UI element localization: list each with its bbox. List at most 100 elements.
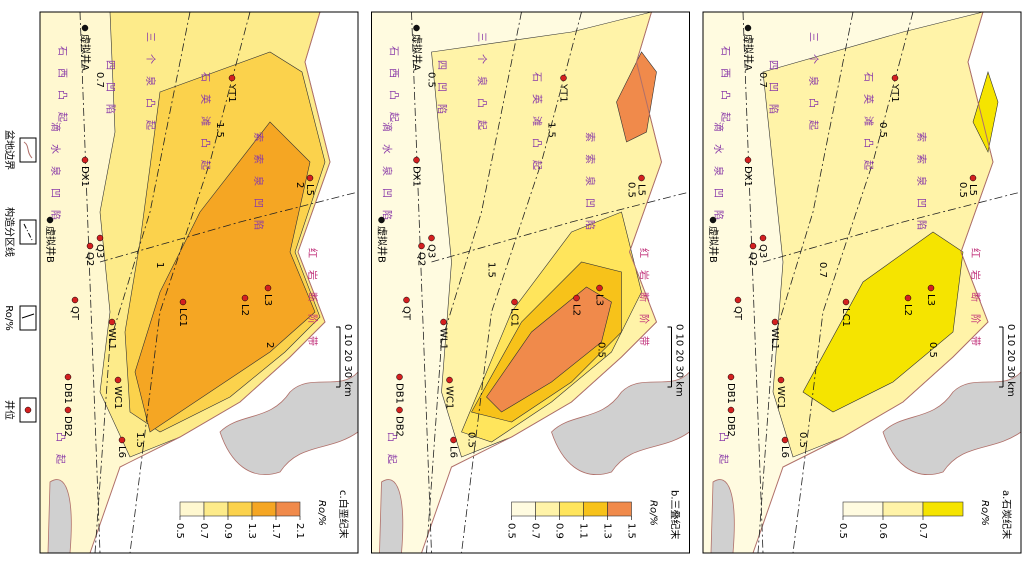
well-label: Q2: [416, 252, 427, 266]
region-label: 索索泉凹陷: [915, 132, 928, 242]
well-label: YT1: [889, 83, 900, 103]
region-label: 三个泉凸起: [807, 32, 820, 142]
scale-bar: [667, 326, 672, 388]
region-label: 石西凸起: [719, 46, 731, 134]
panel-caption: b.三叠纪末: [669, 490, 682, 540]
well-label: WL1: [769, 328, 780, 350]
region-label: 石英滩凸起: [199, 72, 212, 182]
well: [64, 373, 72, 381]
well-label: Q3: [757, 244, 768, 258]
well-label: 虚拟井B: [44, 226, 57, 263]
well: [264, 284, 272, 292]
well: [927, 284, 935, 292]
region-label: 红岩断阶带: [969, 248, 982, 358]
fault-line: [426, 11, 522, 554]
well-label: 虚拟井B: [376, 226, 389, 263]
well-label: L2: [239, 304, 250, 316]
legend-tick-label: 0.9: [554, 523, 565, 539]
key-label: 构造分区线: [3, 207, 16, 257]
fault-line: [762, 191, 1022, 263]
well: [771, 318, 779, 326]
legend-swatch: [882, 501, 924, 517]
region-label: 三个泉凸起: [144, 32, 157, 142]
well-label: WL1: [106, 328, 117, 350]
well-label: 虚拟井A: [79, 34, 92, 71]
well-label: LC1: [840, 308, 851, 327]
well-label: L3: [594, 294, 605, 306]
contour-label: 1.5: [214, 122, 225, 138]
region-label: 石西凸起: [388, 46, 400, 134]
well-label: Q2: [84, 252, 95, 266]
well: [842, 298, 850, 306]
fault-line: [129, 11, 251, 554]
well: [734, 296, 742, 304]
well: [96, 234, 104, 242]
fault-line: [431, 191, 690, 263]
well: [81, 156, 89, 164]
coast: [47, 479, 72, 554]
well-label: L2: [902, 304, 913, 316]
well: [638, 174, 645, 182]
fault-line: [79, 11, 101, 554]
well-label: YT1: [226, 83, 237, 103]
well: [511, 298, 518, 306]
well-label: WC1: [775, 386, 786, 409]
panel-caption: c.白垩纪末: [337, 490, 350, 539]
panel-frame: [39, 11, 359, 554]
well: [446, 376, 453, 384]
well-label: DB1: [725, 383, 736, 404]
panel-frame: [371, 11, 690, 554]
well: [727, 373, 735, 381]
well-label: DB2: [394, 416, 405, 437]
legend-tick-label: 1.1: [578, 523, 589, 539]
well-label: QT: [732, 306, 743, 321]
well: [744, 24, 752, 32]
key-label: Ro/%: [3, 305, 14, 331]
region-label: 索索泉凹陷: [584, 132, 597, 242]
contour-zone: [972, 71, 999, 153]
legend-tick-label: 0.7: [198, 523, 209, 539]
fault-line: [99, 191, 359, 263]
well: [560, 74, 567, 82]
legend-swatch: [179, 501, 205, 517]
legend-tick-label: 0.5: [837, 523, 848, 539]
key-box: [19, 305, 37, 331]
region-label: 四凹陷: [104, 60, 117, 126]
region-label: 石英滩凸起: [862, 72, 875, 182]
well-label: L5: [304, 184, 315, 196]
region-label: 红岩断阶带: [638, 248, 651, 358]
fault-line: [461, 11, 582, 554]
legend-tick-label: 1.3: [602, 523, 613, 539]
scale-label: 0 10 20 30 km: [342, 324, 353, 397]
legend-swatch: [922, 501, 964, 517]
well-label: L6: [779, 446, 790, 458]
well-label: DB1: [394, 383, 405, 404]
region-label: 凸起: [54, 432, 66, 476]
legend-swatch: [842, 501, 884, 517]
well-label: DX1: [742, 166, 753, 187]
well-label: QT: [69, 306, 80, 321]
well-label: LC1: [177, 308, 188, 327]
legend-tick-label: 1.7: [270, 523, 281, 539]
contour-label: 0.5: [426, 72, 437, 88]
region-label: 四凹陷: [767, 60, 780, 126]
contour-label: 0.5: [927, 342, 938, 358]
legend-swatch: [251, 501, 277, 517]
coast: [379, 479, 404, 554]
well-label: L5: [636, 184, 647, 196]
well-label: 虚拟井B: [707, 226, 720, 263]
well: [241, 294, 249, 302]
contour-label: 1: [154, 262, 165, 268]
legend-title: Ro/%: [979, 500, 990, 526]
well: [228, 74, 236, 82]
well-label: 虚拟井A: [411, 34, 424, 71]
well-label: Q2: [747, 252, 758, 266]
contour-label: 2: [294, 182, 305, 188]
contour-label: 1.5: [486, 262, 497, 278]
contour-label: 0.7: [94, 72, 105, 88]
key-symbol: [21, 313, 35, 319]
well: [428, 234, 435, 242]
well-label: YT1: [558, 83, 569, 103]
legend-swatch: [227, 501, 253, 517]
key-label: 盆地边界: [3, 130, 16, 170]
